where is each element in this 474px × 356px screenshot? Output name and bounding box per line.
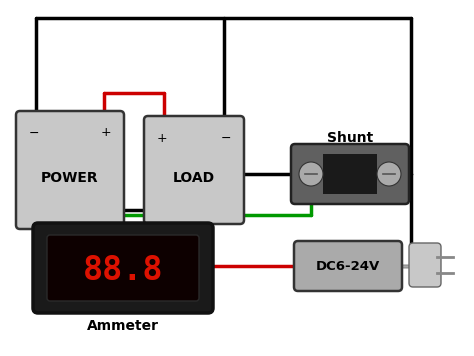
Text: POWER: POWER (41, 171, 99, 185)
Text: LOAD: LOAD (173, 171, 215, 185)
FancyBboxPatch shape (144, 116, 244, 224)
Text: +: + (100, 126, 111, 140)
Text: 88.8: 88.8 (83, 253, 163, 287)
Text: Shunt: Shunt (327, 131, 373, 145)
FancyBboxPatch shape (409, 243, 441, 287)
Text: Ammeter: Ammeter (87, 319, 159, 333)
Text: −: − (221, 131, 231, 145)
Text: DC6-24V: DC6-24V (316, 260, 380, 272)
FancyBboxPatch shape (33, 223, 213, 313)
Circle shape (299, 162, 323, 186)
Text: −: − (29, 126, 39, 140)
FancyBboxPatch shape (47, 235, 199, 301)
FancyBboxPatch shape (291, 144, 409, 204)
Bar (323, 154, 377, 194)
Text: +: + (157, 131, 167, 145)
Circle shape (377, 162, 401, 186)
FancyBboxPatch shape (294, 241, 402, 291)
FancyBboxPatch shape (16, 111, 124, 229)
